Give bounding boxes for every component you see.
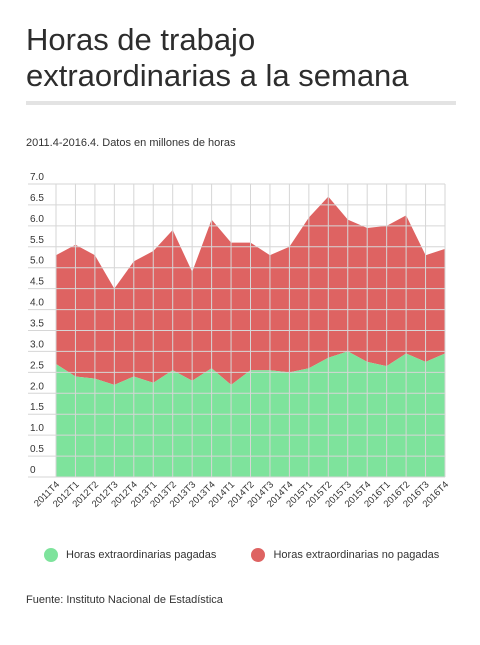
legend-item-unpaid: Horas extraordinarias no pagadas	[251, 548, 439, 562]
legend-label-unpaid: Horas extraordinarias no pagadas	[273, 549, 440, 561]
y-tick-label: 1.0	[30, 423, 44, 434]
y-tick-label: 2.0	[30, 381, 44, 392]
legend-label-paid: Horas extraordinarias pagadas	[66, 549, 217, 561]
stacked-area-chart: 0 0.5 1.0 1.5 2.0 2.5 3.0 3.5 4.0 4.5 5.0 5.5 6.0 6.5…	[28, 172, 451, 510]
y-tick-label: 7.0	[30, 172, 44, 183]
legend-item-paid: Horas extraordinarias pagadas	[44, 548, 216, 562]
y-tick-label: 3.5	[30, 319, 44, 330]
y-tick-label: 0	[30, 465, 36, 476]
y-tick-label: 4.0	[30, 298, 44, 309]
y-tick-label: 6.0	[30, 214, 44, 225]
y-tick-label: 3.0	[30, 339, 44, 350]
legend-swatch-paid	[44, 548, 58, 562]
chart-title: Horas de trabajo extraordinarias a la se…	[26, 22, 409, 93]
y-tick-label: 2.5	[30, 360, 44, 371]
title-divider	[26, 101, 456, 105]
legend: Horas extraordinarias pagadas Horas extr…	[44, 548, 471, 565]
source-note: Fuente: Instituto Nacional de Estadístic…	[26, 594, 223, 606]
y-tick-label: 6.5	[30, 193, 44, 204]
chart-subtitle: 2011.4-2016.4. Datos en millones de hora…	[26, 137, 236, 149]
legend-swatch-unpaid	[251, 548, 266, 562]
y-tick-label: 5.5	[30, 235, 44, 246]
y-tick-label: 0.5	[30, 444, 44, 455]
y-tick-label: 4.5	[30, 277, 44, 288]
y-tick-label: 5.0	[30, 256, 44, 267]
y-tick-label: 1.5	[30, 402, 44, 413]
